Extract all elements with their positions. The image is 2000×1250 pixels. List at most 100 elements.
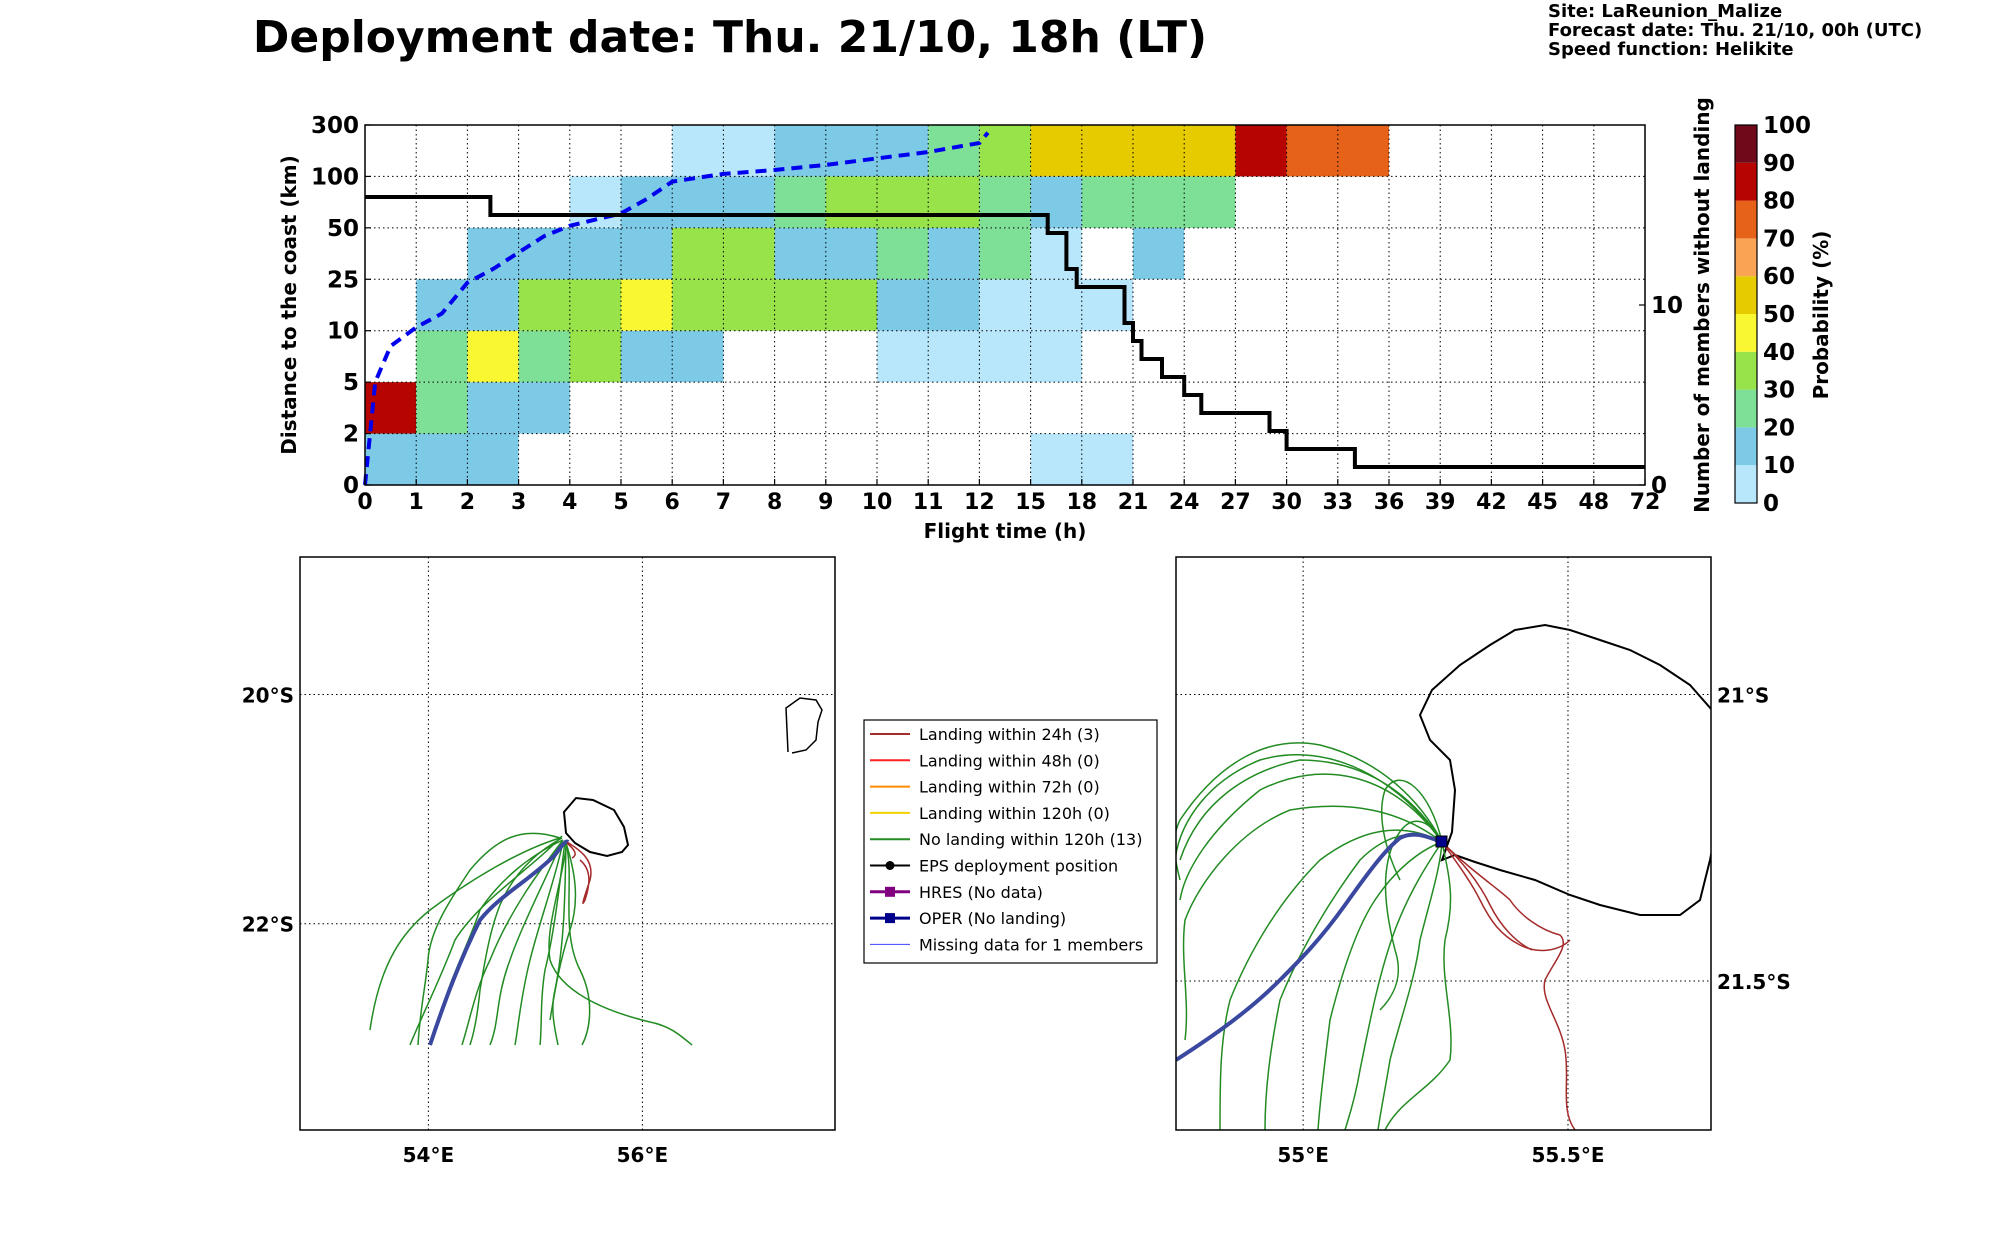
heatmap-cell bbox=[928, 227, 980, 280]
legend-item-label: No landing within 120h (13) bbox=[919, 830, 1142, 849]
legend-item-label: Landing within 72h (0) bbox=[919, 778, 1100, 797]
cumulative-probability-line bbox=[363, 131, 990, 486]
heatmap-cell bbox=[672, 227, 775, 280]
y-tick-label: 25 bbox=[327, 267, 359, 293]
speed-function-label: Speed function: Helikite bbox=[1548, 39, 1794, 60]
trajectory bbox=[1344, 841, 1443, 1130]
x-tick-label: 45 bbox=[1527, 490, 1558, 515]
heatmap-cell bbox=[1235, 125, 1287, 177]
map-lon-label: 56°E bbox=[617, 1143, 669, 1167]
right-tick-label: 10 bbox=[1651, 293, 1683, 319]
x-tick-label: 2 bbox=[460, 490, 475, 515]
y-tick-label: 10 bbox=[327, 319, 359, 345]
page-title: Deployment date: Thu. 21/10, 18h (LT) bbox=[252, 12, 1208, 63]
legend-item-label: Missing data for 1 members bbox=[919, 935, 1143, 954]
y-tick-label: 300 bbox=[311, 113, 359, 139]
left-map-grid bbox=[300, 557, 835, 1130]
map-lon-label: 55°E bbox=[1277, 1143, 1329, 1167]
right-map-frame bbox=[1175, 556, 1712, 1131]
x-tick-label: 6 bbox=[665, 490, 680, 515]
legend-marker bbox=[885, 861, 895, 870]
mauritius-coastline bbox=[785, 697, 823, 754]
map-lon-label: 54°E bbox=[403, 1143, 455, 1167]
map-lon-label: 55.5°E bbox=[1531, 1143, 1604, 1167]
heatmap-cell bbox=[774, 176, 826, 228]
trajectory bbox=[417, 832, 561, 1046]
members-without-landing-line bbox=[365, 195, 1645, 469]
heatmap-cell bbox=[825, 176, 980, 228]
colorbar-segment bbox=[1735, 276, 1757, 314]
trajectory bbox=[1381, 779, 1443, 881]
colorbar-tick-label: 50 bbox=[1763, 302, 1795, 328]
oper-track bbox=[1176, 832, 1443, 1062]
heatmap-cell bbox=[1030, 125, 1236, 177]
x-tick-label: 5 bbox=[613, 490, 628, 515]
trajectory bbox=[565, 842, 591, 1046]
colorbar-segment bbox=[1735, 200, 1757, 239]
oper-deployment-marker bbox=[1435, 835, 1448, 848]
x-tick-label: 33 bbox=[1322, 490, 1353, 515]
trajectory bbox=[549, 839, 577, 1021]
y-tick-label: 100 bbox=[311, 164, 359, 190]
legend-marker bbox=[885, 913, 895, 924]
trajectory bbox=[369, 837, 561, 1031]
legend-item-label: Landing within 120h (0) bbox=[919, 804, 1110, 823]
map-lat-label: 20°S bbox=[242, 684, 294, 708]
x-axis-ticks: 0 1 2 3 4 5 6 7 8 9 10 11 12 15 18 21 24 27 30 33 36 39 42 45 48… bbox=[357, 479, 1660, 515]
map-lat-label: 21°S bbox=[1717, 684, 1769, 708]
heatmap-cell bbox=[467, 227, 673, 280]
y-tick-label: 5 bbox=[343, 370, 359, 396]
trajectory-landing bbox=[1441, 841, 1576, 1130]
heatmap-cell bbox=[672, 125, 775, 177]
x-tick-label: 8 bbox=[767, 490, 782, 515]
right-map-labels: 55°E 55.5°E 21°S 21.5°S bbox=[1277, 684, 1790, 1167]
heatmap-cell bbox=[569, 330, 621, 383]
right-axis-label: Number of members without landing bbox=[1690, 97, 1714, 513]
trajectory bbox=[1317, 841, 1443, 1130]
colorbar-segment bbox=[1735, 465, 1757, 503]
heatmap-cell bbox=[877, 330, 1082, 383]
legend-item-label: Landing within 48h (0) bbox=[919, 751, 1100, 770]
trajectory bbox=[1377, 841, 1443, 1130]
colorbar-segment bbox=[1735, 314, 1757, 352]
colorbar-tick-label: 20 bbox=[1763, 415, 1795, 441]
colorbar: 0 10 20 30 40 50 60 70 80 90 100 bbox=[1734, 113, 1811, 517]
colorbar-segment bbox=[1735, 125, 1757, 163]
legend-marker bbox=[885, 886, 895, 897]
trajectory bbox=[469, 837, 563, 1046]
x-tick-label: 72 bbox=[1630, 490, 1661, 515]
y-tick-label: 2 bbox=[343, 422, 359, 448]
trajectory bbox=[1182, 805, 1443, 1041]
colorbar-frame bbox=[1734, 124, 1758, 504]
heatmap-cell bbox=[621, 330, 724, 383]
heatmap-cell bbox=[518, 330, 570, 383]
colorbar-segment bbox=[1735, 389, 1757, 428]
trajectory bbox=[1264, 833, 1443, 1130]
x-tick-label: 42 bbox=[1476, 490, 1507, 515]
colorbar-segment bbox=[1735, 238, 1757, 277]
colorbar-segment bbox=[1735, 162, 1757, 201]
x-tick-label: 12 bbox=[964, 490, 995, 515]
x-tick-label: 48 bbox=[1578, 490, 1609, 515]
y-axis-label: Distance to the coast (km) bbox=[277, 155, 301, 455]
trajectory-landing bbox=[1441, 841, 1571, 952]
legend-item-label: EPS deployment position bbox=[919, 857, 1118, 876]
legend-items: Landing within 24h (3) Landing within 48h… bbox=[870, 725, 1143, 954]
heatmap-cell bbox=[1030, 227, 1082, 280]
y-tick-label: 0 bbox=[343, 473, 359, 499]
colorbar-tick-label: 70 bbox=[1763, 226, 1795, 252]
x-tick-label: 24 bbox=[1169, 490, 1200, 515]
x-tick-label: 3 bbox=[511, 490, 526, 515]
heatmap-cell bbox=[416, 382, 468, 434]
trajectory bbox=[548, 842, 693, 1046]
trajectory bbox=[1379, 820, 1443, 1011]
left-map-frame bbox=[299, 556, 836, 1131]
heatmap-grid bbox=[365, 125, 1645, 485]
right-axis-ticks: 0 10 bbox=[1639, 293, 1683, 499]
colorbar-label: Probability (%) bbox=[1809, 231, 1833, 400]
left-map-trajectories bbox=[369, 832, 693, 1046]
legend-box bbox=[863, 719, 1158, 964]
reunion-coastline bbox=[562, 796, 630, 858]
legend-item-label: HRES (No data) bbox=[919, 883, 1043, 902]
forecast-date-label: Forecast date: Thu. 21/10, 00h (UTC) bbox=[1548, 20, 1923, 41]
